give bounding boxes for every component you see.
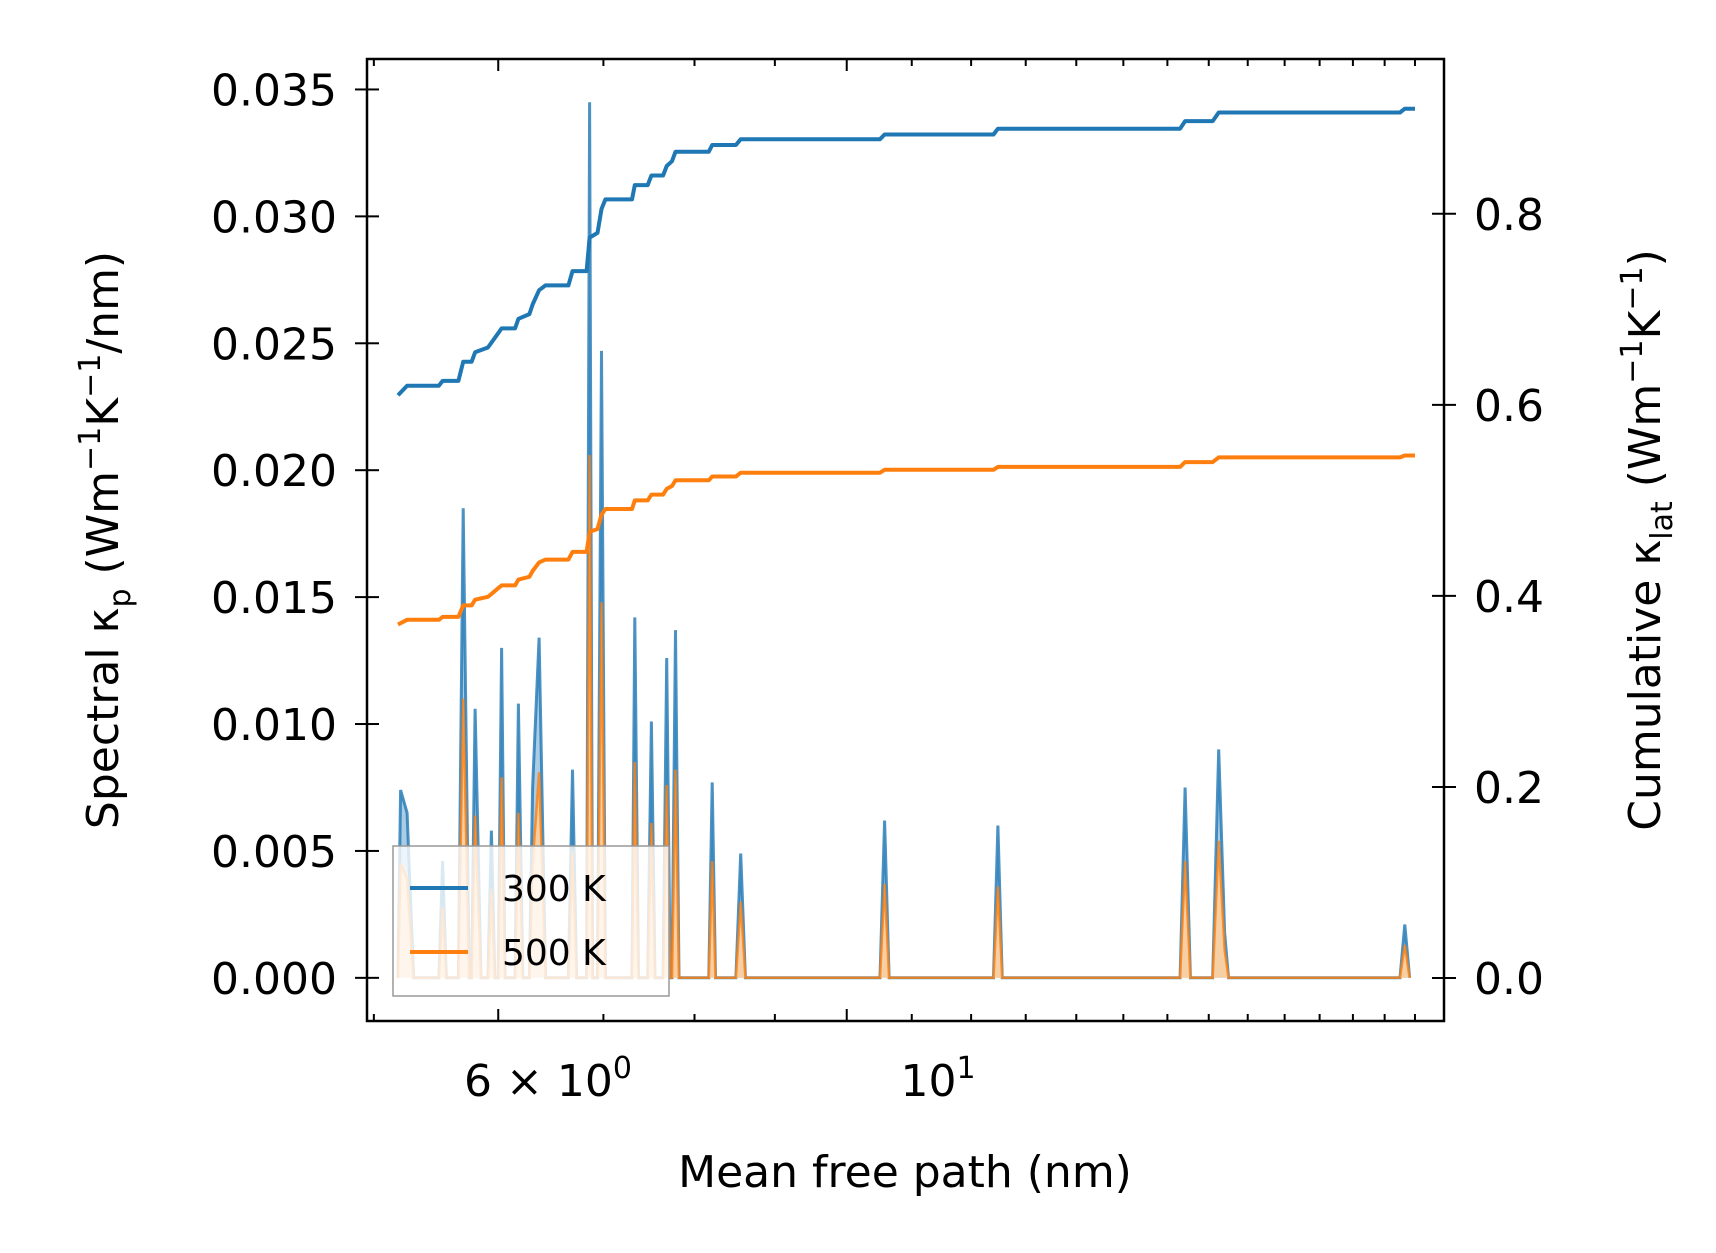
left-y-axis-title: Spectral κp (Wm−1K−1/nm) [73, 251, 138, 829]
left-y-tick-label: 0.005 [211, 827, 337, 878]
right-y-ticks: 0.0 0.2 0.4 0.6 0.8 [1432, 190, 1544, 1005]
cumulative-line-500k [397, 453, 1415, 627]
cumulative-line-300k [396, 106, 1415, 397]
left-y-ticks: 0.000 0.005 0.010 0.015 0.020 0.025 0.030 0.035 [211, 65, 379, 1005]
cumulative-layer [396, 106, 1415, 627]
legend-label-500k: 500 K [502, 933, 607, 974]
left-y-tick-label: 0.035 [211, 65, 337, 116]
plot-frame [365, 57, 1446, 1023]
x-tick-label-10: 101 [900, 1051, 975, 1107]
legend: 300 K 500 K [392, 845, 670, 997]
right-y-tick-label: 0.8 [1474, 190, 1544, 241]
left-y-tick-label: 0.030 [211, 192, 337, 243]
x-tick-label-6: 6 × 100 [464, 1051, 632, 1107]
left-y-tick-label: 0.025 [211, 319, 337, 370]
legend-label-300k: 300 K [502, 869, 607, 910]
right-y-tick-label: 0.2 [1474, 763, 1544, 814]
right-y-tick-label: 0.0 [1474, 954, 1544, 1005]
right-y-tick-label: 0.6 [1474, 381, 1544, 432]
left-y-tick-label: 0.000 [211, 954, 337, 1005]
right-y-axis-title: Cumulative κlat (Wm−1K−1) [1615, 249, 1680, 831]
x-ticks [372, 59, 1445, 1021]
x-axis-title: Mean free path (nm) [678, 1147, 1132, 1198]
right-y-tick-label: 0.4 [1474, 572, 1544, 623]
left-y-tick-label: 0.020 [211, 446, 337, 497]
legend-box [392, 845, 670, 997]
left-y-tick-label: 0.015 [211, 573, 337, 624]
left-y-tick-label: 0.010 [211, 700, 337, 751]
